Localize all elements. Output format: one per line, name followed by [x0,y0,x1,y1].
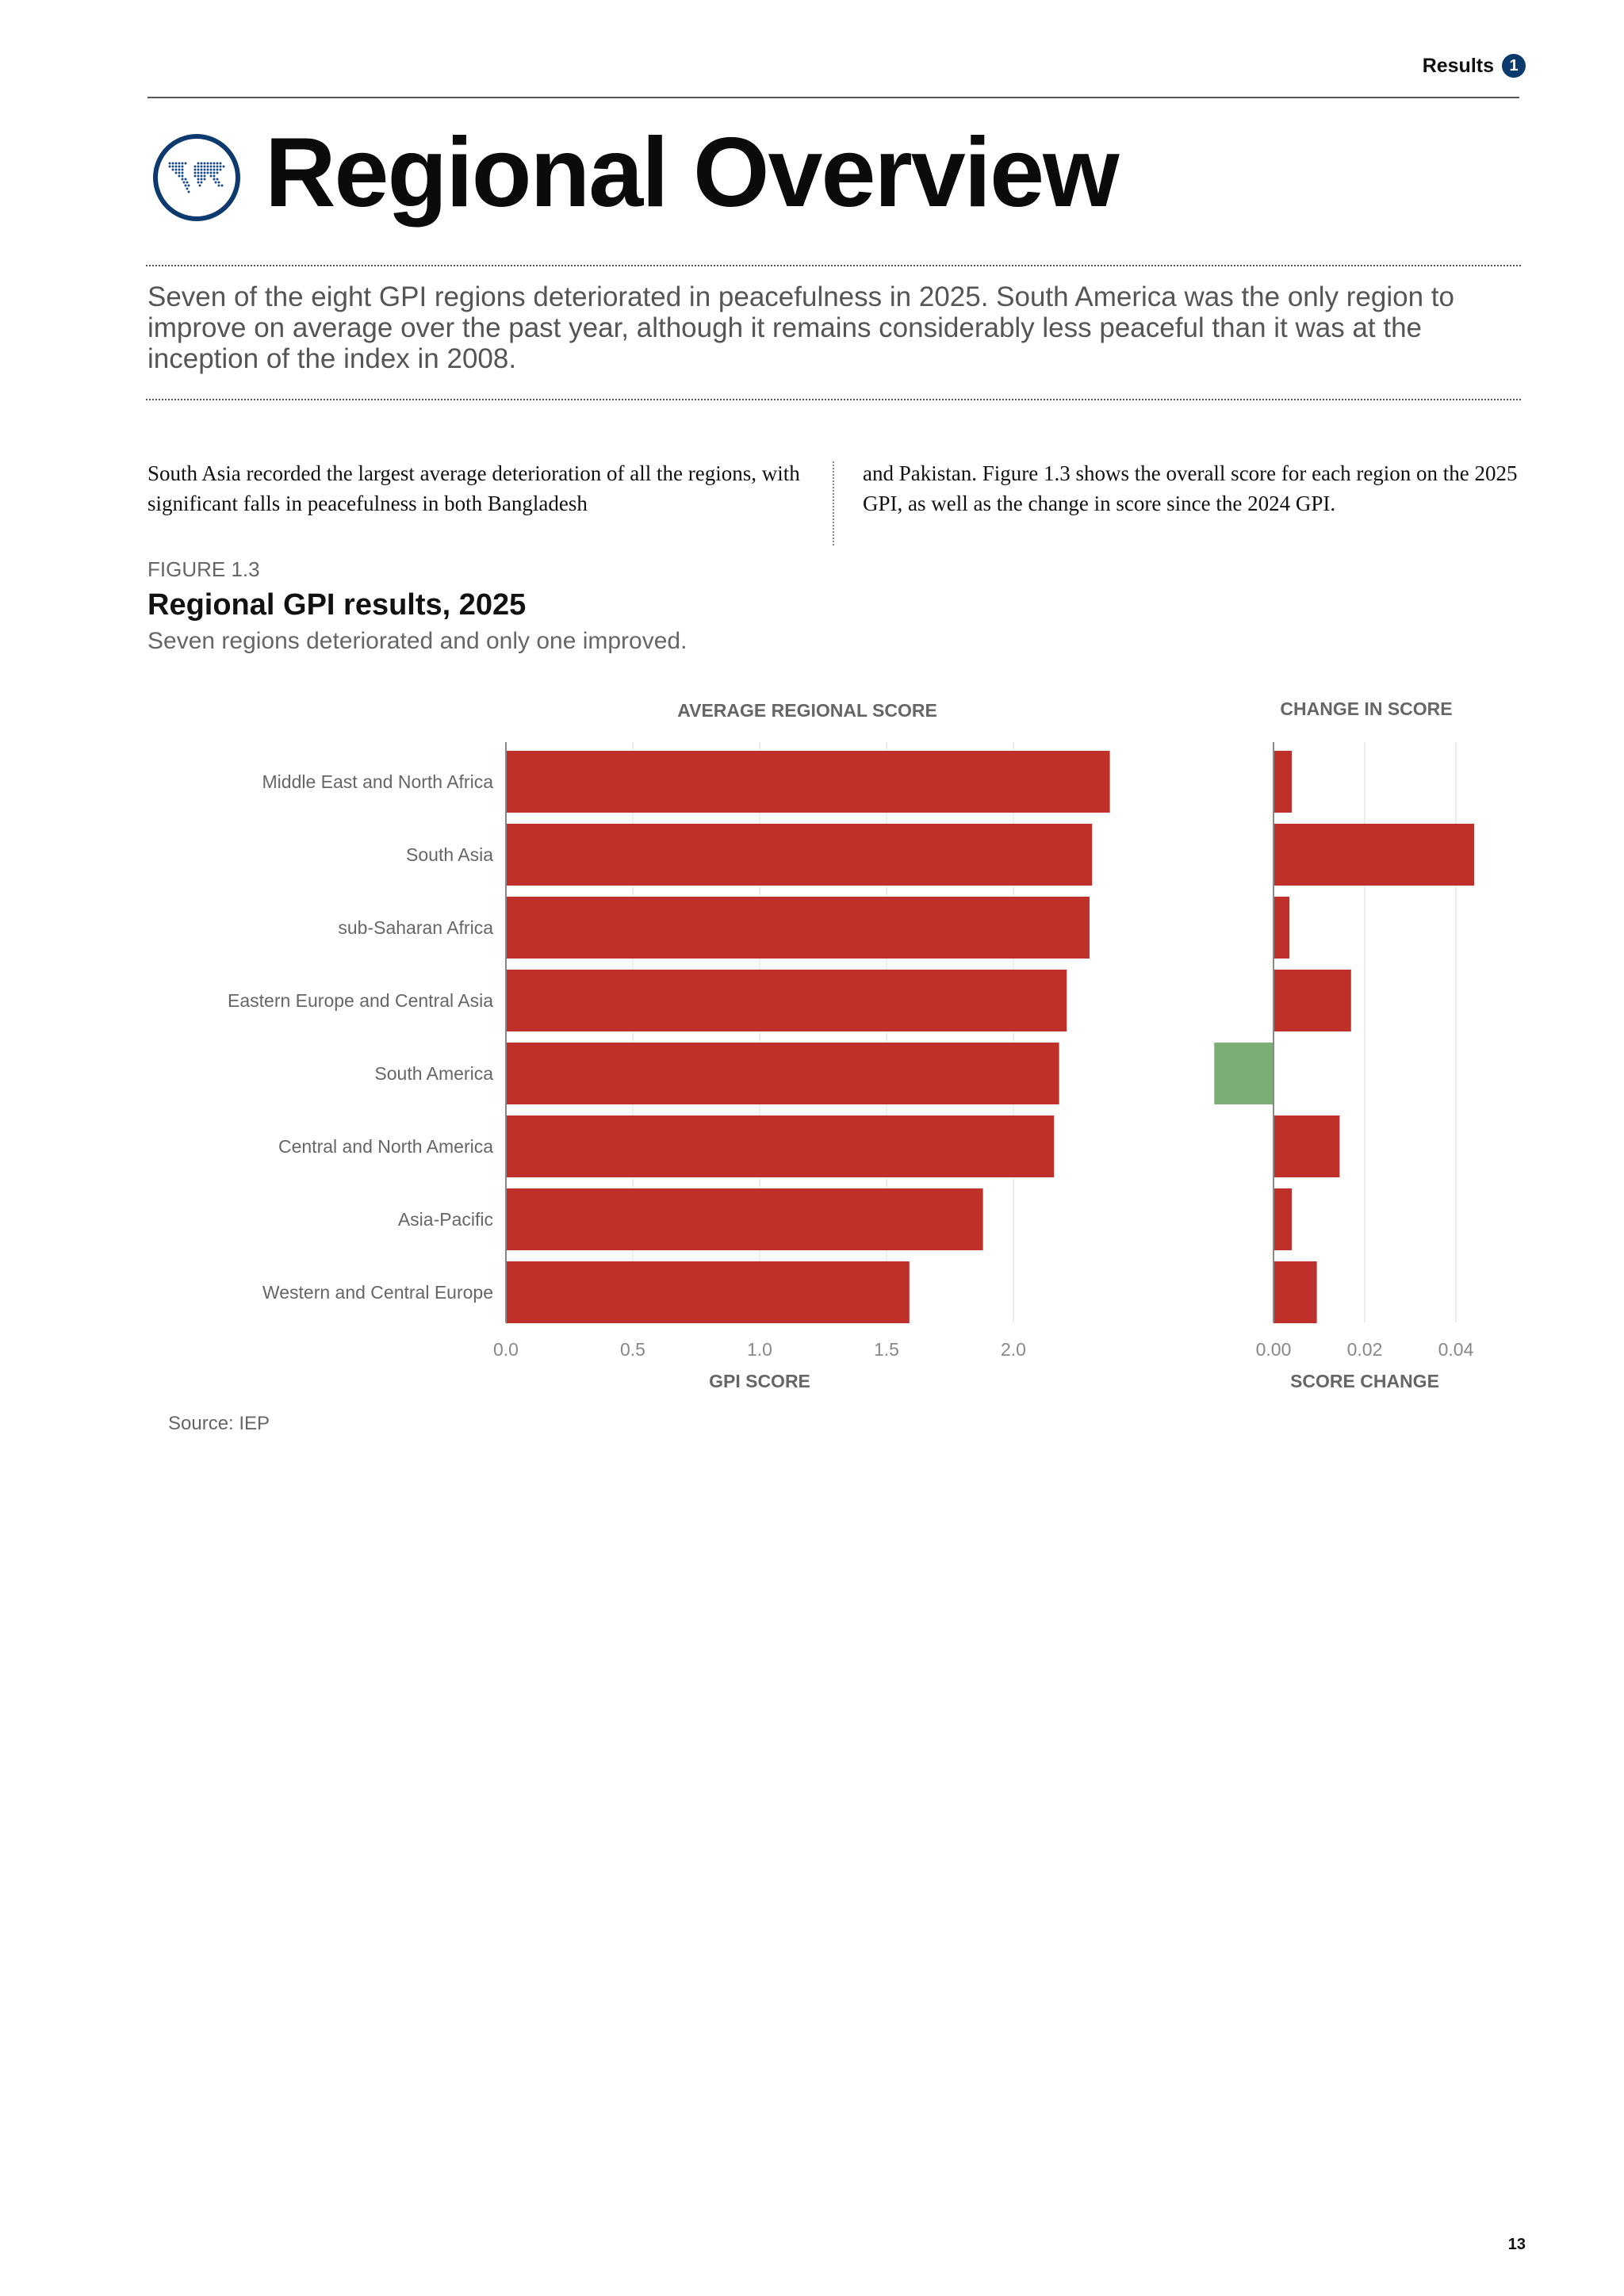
page-title: Regional Overview [265,118,1120,228]
change-bar [1274,897,1290,959]
category-label: sub-Saharan Africa [338,917,493,938]
x-axis-label-right: SCORE CHANGE [1290,1371,1439,1391]
x-tick-label: 0.0 [493,1339,519,1360]
x-tick-label: 0.00 [1256,1339,1292,1360]
change-bar [1274,1261,1317,1323]
page-number: 13 [1507,2236,1526,2253]
category-label: Western and Central Europe [262,1282,493,1303]
figure-label: FIGURE 1.3 [147,557,260,581]
section-header: Results 1 [1423,54,1526,78]
score-bar [506,1261,910,1323]
change-bar [1274,751,1292,813]
score-bar [506,1188,983,1250]
x-tick-label: 0.5 [620,1339,645,1360]
section-label: Results [1422,54,1494,77]
category-label: Asia-Pacific [398,1209,493,1230]
divider [146,399,1521,400]
chart-title-right: CHANGE IN SCORE [1280,698,1452,719]
score-bar [506,897,1090,959]
x-tick-label: 0.04 [1438,1339,1474,1360]
regional-gpi-chart: AVERAGE REGIONAL SCORE Middle East and No… [228,698,1474,1391]
divider [146,265,1521,266]
change-bar [1214,1043,1274,1104]
category-label: South America [374,1063,493,1084]
x-tick-label: 2.0 [1001,1339,1026,1360]
lead-paragraph: Seven of the eight GPI regions deteriora… [147,281,1454,374]
body-column-right: and Pakistan. Figure 1.3 shows the overa… [863,461,1518,515]
category-label: Middle East and North Africa [262,771,494,792]
score-bar [506,970,1067,1031]
x-axis-label-left: GPI SCORE [709,1371,810,1391]
x-tick-label: 1.5 [874,1339,899,1360]
top-rule [147,97,1519,98]
body-column-left: South Asia recorded the largest average … [147,461,800,515]
category-label: Central and North America [278,1136,493,1157]
x-tick-label: 0.02 [1347,1339,1383,1360]
change-bar [1274,1115,1340,1177]
figure-title: Regional GPI results, 2025 [147,588,527,622]
world-map-icon [153,134,240,221]
change-bar [1274,970,1351,1031]
score-bar [506,1115,1055,1177]
section-number-badge: 1 [1502,54,1526,78]
figure-subtitle: Seven regions deteriorated and only one … [147,628,688,654]
change-bar [1274,824,1474,886]
column-divider [833,461,834,545]
x-tick-label: 1.0 [747,1339,772,1360]
score-bar [506,1043,1059,1104]
category-label: South Asia [406,844,493,865]
change-bar [1274,1188,1292,1250]
score-bar [506,824,1093,886]
category-label: Eastern Europe and Central Asia [228,990,493,1011]
chart-title-left: AVERAGE REGIONAL SCORE [677,700,937,721]
score-bar [506,751,1110,813]
source-note: Source: IEP [168,1413,270,1434]
